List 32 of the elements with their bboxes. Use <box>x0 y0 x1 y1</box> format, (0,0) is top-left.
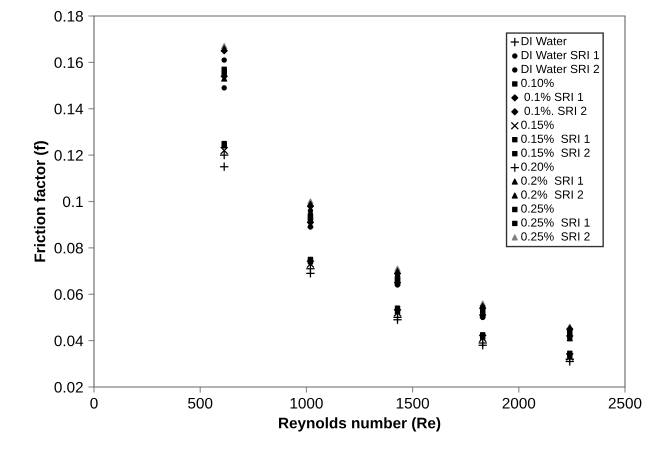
legend-label: DI Water SRI 2 <box>522 64 600 74</box>
x-axis-title: Reynolds number (Re) <box>279 417 440 432</box>
y-tick-label: 0.14 <box>54 104 84 114</box>
legend-label: 0.25% <box>521 204 554 213</box>
legend-label: DI Water <box>522 37 567 46</box>
y-tick-label: 0.02 <box>54 382 83 393</box>
y-tick-label: 0.08 <box>54 242 83 254</box>
legend-label: 0.10% <box>521 78 554 88</box>
legend-label: 0.1% SRI 1 <box>524 92 584 102</box>
x-tick-label: 1500 <box>396 398 429 409</box>
x-tick-label: 1000 <box>290 398 323 409</box>
y-tick-label: 0.12 <box>54 150 83 161</box>
legend-label: 0.15% <box>521 120 554 129</box>
legend-label: 0.25% SRI 1 <box>521 218 590 227</box>
y-axis-title: Friction factor (f) <box>34 141 48 262</box>
y-tick-label: 0.06 <box>54 289 83 300</box>
legend-label: 0.25% SRI 2 <box>521 232 590 241</box>
legend-label: 0.15% SRI 1 <box>521 134 590 143</box>
y-tick-label: 0.1 <box>62 196 83 208</box>
y-tick-label: 0.18 <box>54 10 83 22</box>
x-tick-label: 500 <box>188 398 212 409</box>
y-tick-label: 0.04 <box>54 335 84 346</box>
legend-label: 0.20% <box>521 162 554 171</box>
x-tick-label: 2000 <box>502 398 536 409</box>
x-tick-label: 0 <box>90 398 98 409</box>
legend-label: 0.15% SRI 2 <box>521 148 590 157</box>
y-tick-label: 0.16 <box>54 57 83 68</box>
legend-label: DI Water SRI 1 <box>522 50 600 60</box>
legend-label: 0.2% SRI 1 <box>521 176 584 185</box>
legend-label: 0.2% SRI 2 <box>521 190 584 199</box>
legend-label: 0.1%. SRI 2 <box>524 106 586 116</box>
x-tick-label: 2500 <box>608 398 642 409</box>
